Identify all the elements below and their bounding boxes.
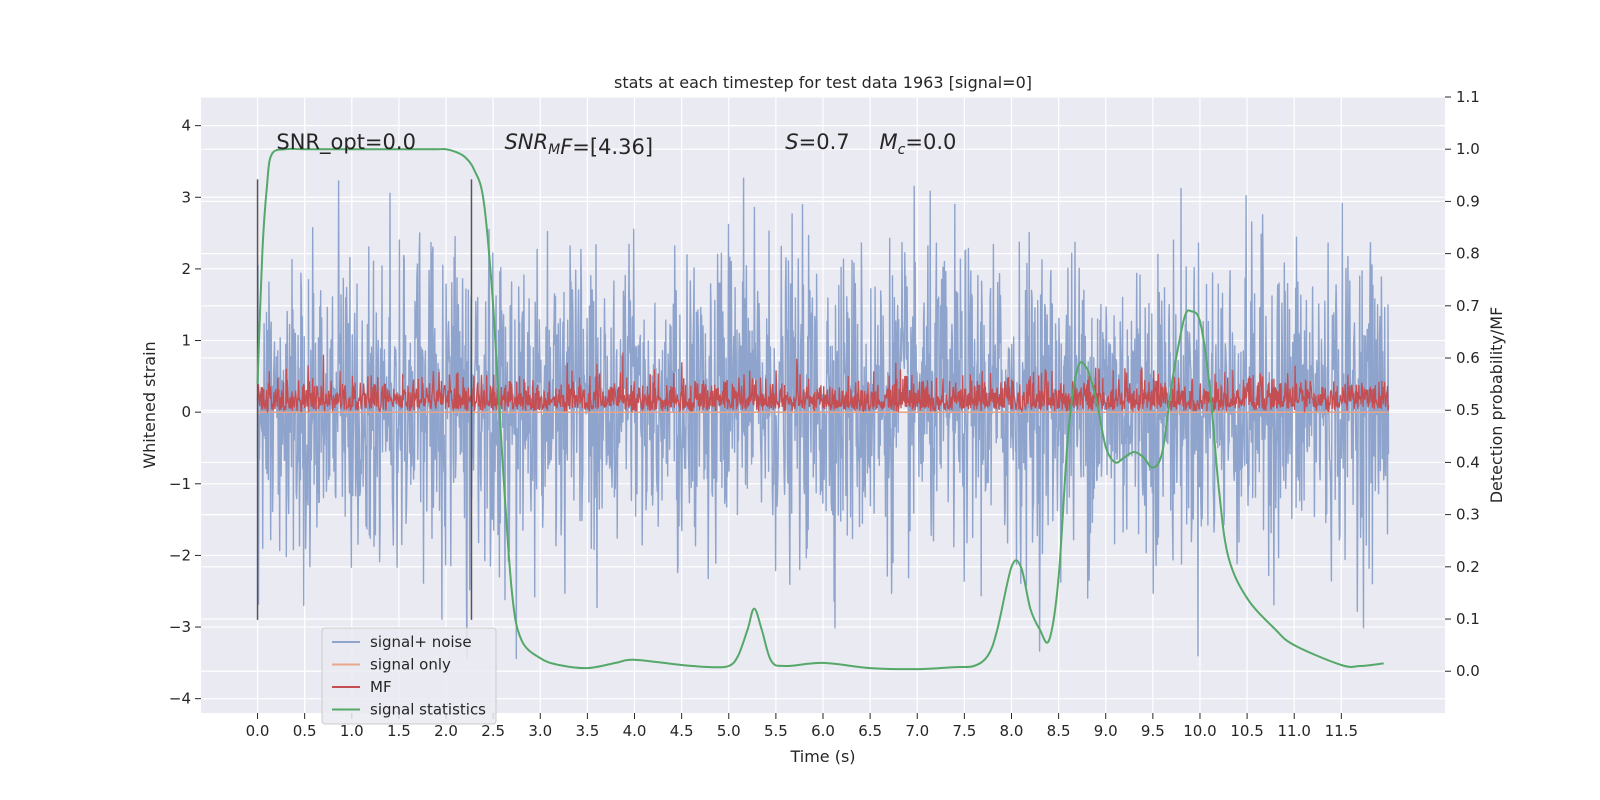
x-tick-label: 1.0 xyxy=(340,722,364,740)
y-tick-label: −2 xyxy=(169,546,191,564)
y-tick-label: 0 xyxy=(181,403,191,421)
x-tick-label: 9.0 xyxy=(1094,722,1118,740)
y2-tick-label: 0.0 xyxy=(1456,662,1480,680)
y2-tick-label: 1.0 xyxy=(1456,140,1480,158)
legend-label: MF xyxy=(370,678,392,696)
x-tick-label: 3.5 xyxy=(575,722,599,740)
x-tick-label: 1.5 xyxy=(387,722,411,740)
legend-label: signal only xyxy=(370,656,451,674)
y2-tick-label: 0.2 xyxy=(1456,558,1480,576)
y-tick-label: 4 xyxy=(181,117,191,135)
x-tick-label: 2.0 xyxy=(434,722,458,740)
y-axis-label: Whitened strain xyxy=(140,341,159,468)
grid xyxy=(201,96,1445,713)
y-tick-label: 1 xyxy=(181,332,191,350)
annotation-mc-value: Mc=0.0 xyxy=(880,130,957,158)
series-layer xyxy=(256,147,1390,671)
y2-tick-label: 0.8 xyxy=(1456,245,1480,263)
x-tick-label: 5.5 xyxy=(764,722,788,740)
y2-tick-label: 1.1 xyxy=(1456,88,1480,106)
x-tick-label: 5.0 xyxy=(717,722,741,740)
legend-label: signal statistics xyxy=(370,701,486,719)
x-tick-label: 10.0 xyxy=(1183,722,1216,740)
x-tick-label: 2.5 xyxy=(481,722,505,740)
y-tick-label: −4 xyxy=(169,690,191,708)
chart-title: stats at each timestep for test data 196… xyxy=(614,73,1032,92)
y2-tick-label: 0.3 xyxy=(1456,506,1480,524)
y2-tick-label: 0.7 xyxy=(1456,297,1480,315)
y-tick-label: −3 xyxy=(169,618,191,636)
y-tick-label: 2 xyxy=(181,260,191,278)
y2-tick-label: 0.5 xyxy=(1456,401,1480,419)
y2-tick-label: 0.6 xyxy=(1456,349,1480,367)
x-tick-label: 10.5 xyxy=(1230,722,1263,740)
x-tick-label: 4.0 xyxy=(623,722,647,740)
x-tick-label: 3.0 xyxy=(528,722,552,740)
x-tick-label: 8.5 xyxy=(1047,722,1071,740)
y2-tick-label: 0.1 xyxy=(1456,610,1480,628)
x-tick-label: 11.0 xyxy=(1278,722,1311,740)
y2-axis-label: Detection probability/MF xyxy=(1487,307,1506,504)
annotations: SNR_opt=0.0 SNRMF=[4.36] S=0.7 Mc=0.0 xyxy=(276,130,956,159)
annotation-snr-mf: SNRMF=[4.36] xyxy=(504,130,653,159)
x-tick-label: 8.0 xyxy=(1000,722,1024,740)
legend-label: signal+ noise xyxy=(370,633,472,651)
x-tick-label: 9.5 xyxy=(1141,722,1165,740)
x-tick-label: 4.5 xyxy=(670,722,694,740)
x-tick-label: 6.5 xyxy=(858,722,882,740)
legend-box xyxy=(321,627,497,725)
series-mf-line xyxy=(256,352,1390,414)
x-tick-label: 0.0 xyxy=(246,722,270,740)
series-signal-noise-line xyxy=(256,177,1390,660)
annotation-snr-opt: SNR_opt=0.0 xyxy=(276,130,416,155)
x-tick-label: 0.5 xyxy=(293,722,317,740)
ticks-layer: 0.0 0.5 1.0 1.5 2.0 2.5 3.0 3.5 4.0 4.5 5.0 5.5 6.0 6… xyxy=(169,88,1480,740)
x-axis-label: Time (s) xyxy=(789,747,855,766)
series-signal-statistics-line xyxy=(256,147,1384,671)
y-tick-label: 3 xyxy=(181,188,191,206)
x-tick-label: 6.0 xyxy=(811,722,835,740)
annotation-s-value: S=0.7 xyxy=(785,130,849,154)
y2-tick-label: 0.9 xyxy=(1456,192,1480,210)
legend: signal+ noise signal only MF signal statist… xyxy=(321,627,497,725)
x-tick-label: 7.0 xyxy=(905,722,929,740)
x-tick-label: 11.5 xyxy=(1325,722,1358,740)
y-tick-label: −1 xyxy=(169,475,191,493)
x-tick-label: 7.5 xyxy=(952,722,976,740)
y2-tick-label: 0.4 xyxy=(1456,453,1480,471)
